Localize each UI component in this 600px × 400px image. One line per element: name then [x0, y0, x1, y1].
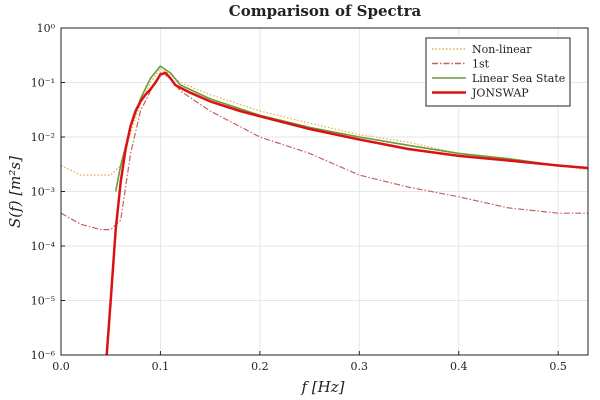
axis-ticks: 0.0 0.1 0.2 0.3 0.4 0.5 10⁻⁶ 10⁻⁵ 10⁻⁴ 10⁻³ 10⁻² 10…	[31, 22, 567, 373]
x-tick-label: 0.5	[549, 360, 567, 373]
x-tick-label: 0.2	[251, 360, 269, 373]
chart-title: Comparison of Spectra	[229, 2, 422, 20]
y-tick-label: 10⁰	[37, 22, 56, 35]
x-tick-label: 0.3	[351, 360, 369, 373]
x-tick-label: 0.0	[52, 360, 70, 373]
legend-label: JONSWAP	[471, 87, 529, 100]
x-tick-label: 0.1	[152, 360, 170, 373]
y-tick-label: 10⁻⁵	[31, 295, 55, 308]
legend-label: 1st	[472, 58, 490, 71]
y-tick-label: 10⁻¹	[31, 77, 55, 90]
x-axis-label: f [Hz]	[300, 378, 344, 396]
x-tick-label: 0.4	[450, 360, 468, 373]
y-tick-label: 10⁻⁴	[31, 240, 56, 253]
y-tick-label: 10⁻³	[31, 186, 55, 199]
series-line	[105, 71, 589, 356]
legend-label: Non-linear	[472, 43, 532, 56]
series-layer	[60, 65, 589, 356]
y-tick-label: 10⁻²	[31, 131, 55, 144]
legend-label: Linear Sea State	[472, 72, 565, 85]
y-tick-label: 10⁻⁶	[31, 349, 56, 362]
y-axis-label: S(f) [m²s]	[6, 156, 24, 228]
